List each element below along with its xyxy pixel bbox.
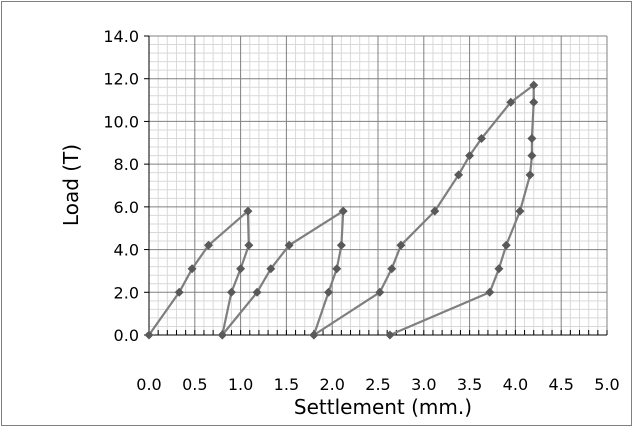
data-point bbox=[525, 170, 535, 180]
data-point bbox=[204, 240, 214, 250]
data-point bbox=[309, 330, 319, 340]
data-point bbox=[506, 97, 516, 107]
grid-lines bbox=[149, 35, 608, 335]
data-point bbox=[515, 206, 525, 216]
x-tick-label: 5.0 bbox=[594, 375, 619, 394]
y-tick-label: 4.0 bbox=[114, 241, 139, 260]
x-tick-label: 4.5 bbox=[548, 375, 573, 394]
data-series bbox=[144, 80, 539, 340]
data-point bbox=[332, 264, 342, 274]
y-tick-label: 8.0 bbox=[114, 155, 139, 174]
y-tick-label: 12.0 bbox=[103, 70, 139, 89]
y-tick-label: 2.0 bbox=[114, 283, 139, 302]
data-point bbox=[477, 134, 487, 144]
data-point bbox=[174, 287, 184, 297]
series-2 bbox=[217, 206, 348, 340]
y-axis-title: Load (T) bbox=[59, 144, 83, 226]
series-line bbox=[148, 210, 250, 336]
data-point bbox=[266, 264, 276, 274]
data-point bbox=[529, 97, 539, 107]
data-point bbox=[244, 240, 254, 250]
x-tick-label: 4.0 bbox=[503, 375, 528, 394]
data-point bbox=[236, 264, 246, 274]
data-point bbox=[144, 330, 154, 340]
data-point bbox=[527, 134, 537, 144]
y-tick-label: 6.0 bbox=[114, 198, 139, 217]
y-tick-labels: 0.0 2.0 4.0 6.0 8.0 10.0 12.0 14.0 bbox=[103, 27, 139, 345]
data-point bbox=[385, 330, 395, 340]
series-3 bbox=[309, 80, 539, 340]
y-tick-label: 14.0 bbox=[103, 27, 139, 46]
data-point bbox=[338, 206, 348, 216]
data-point bbox=[252, 287, 262, 297]
data-point bbox=[375, 287, 385, 297]
x-tick-label: 0.5 bbox=[182, 375, 207, 394]
data-point bbox=[465, 151, 475, 161]
x-tick-label: 1.5 bbox=[274, 375, 299, 394]
data-point bbox=[529, 80, 539, 90]
y-tick-label: 0.0 bbox=[114, 326, 139, 345]
x-tick-label: 3.5 bbox=[457, 375, 482, 394]
data-point bbox=[527, 151, 537, 161]
data-point bbox=[226, 287, 236, 297]
data-point bbox=[494, 264, 504, 274]
data-point bbox=[454, 170, 464, 180]
x-tick-labels: 0.0 0.5 1.0 1.5 2.0 2.5 3.0 3.5 4.0 4.5 5.0 bbox=[136, 375, 619, 394]
series-1 bbox=[144, 206, 254, 340]
x-axis-title: Settlement (mm.) bbox=[294, 395, 472, 419]
x-tick-label: 3.0 bbox=[411, 375, 436, 394]
x-tick-label: 2.5 bbox=[365, 375, 390, 394]
data-point bbox=[187, 264, 197, 274]
data-point bbox=[396, 240, 406, 250]
data-point bbox=[501, 240, 511, 250]
x-tick-label: 2.0 bbox=[319, 375, 344, 394]
data-point bbox=[485, 287, 495, 297]
x-tick-label: 0.0 bbox=[136, 375, 161, 394]
data-point bbox=[430, 206, 440, 216]
x-tick-label: 1.0 bbox=[228, 375, 253, 394]
data-point bbox=[387, 264, 397, 274]
y-tick-label: 10.0 bbox=[103, 112, 139, 131]
data-point bbox=[243, 206, 253, 216]
data-point bbox=[336, 240, 346, 250]
data-point bbox=[217, 330, 227, 340]
data-point bbox=[324, 287, 334, 297]
data-point bbox=[284, 240, 294, 250]
